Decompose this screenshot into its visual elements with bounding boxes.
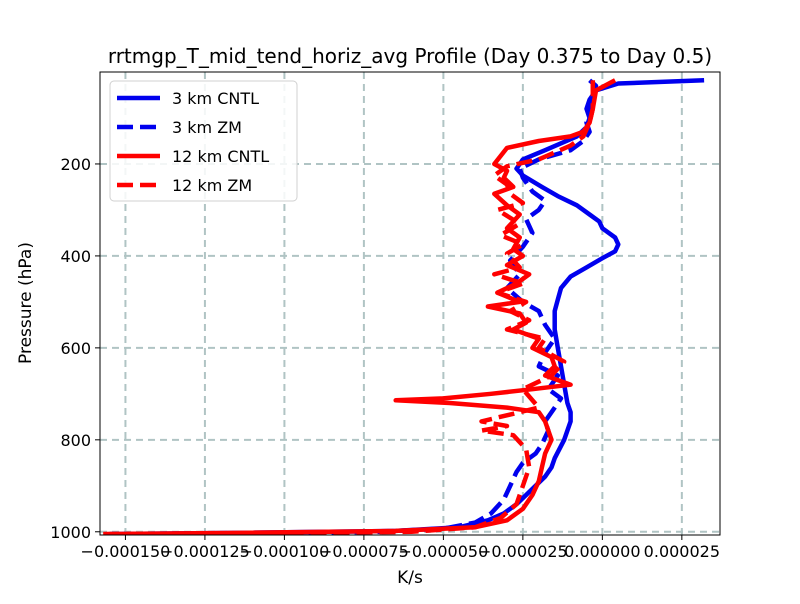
chart-title: rrtmgp_T_mid_tend_horiz_avg Profile (Day… bbox=[108, 44, 712, 68]
legend: 3 km CNTL 3 km ZM 12 km CNTL 12 km ZM bbox=[109, 80, 298, 202]
plot-frame bbox=[99, 71, 721, 536]
legend-label: 12 km CNTL bbox=[172, 147, 269, 166]
x-tick-label: −0.000075 bbox=[319, 542, 409, 561]
y-tick-label: 600 bbox=[60, 339, 91, 358]
series-line-3 bbox=[103, 80, 596, 535]
y-tick-label: 400 bbox=[60, 247, 91, 266]
x-tick-label: 0.000000 bbox=[564, 542, 640, 561]
x-tick-label: −0.000025 bbox=[478, 542, 568, 561]
series-lines bbox=[103, 78, 705, 535]
y-axis-label: Pressure (hPa) bbox=[16, 242, 36, 364]
x-tick-label: −0.000150 bbox=[81, 542, 171, 561]
series-line-1 bbox=[109, 78, 599, 535]
series-line-0 bbox=[109, 78, 705, 535]
legend-box bbox=[109, 80, 298, 202]
y-tick-label: 200 bbox=[60, 155, 91, 174]
y-tick-label: 800 bbox=[60, 431, 91, 450]
x-tick-label: −0.000125 bbox=[160, 542, 250, 561]
x-tick-label: 0.000025 bbox=[644, 542, 720, 561]
legend-label: 3 km CNTL bbox=[172, 89, 259, 108]
x-axis-label: K/s bbox=[397, 568, 423, 588]
x-tick-label: −0.000100 bbox=[240, 542, 330, 561]
axis-ticks: −0.000150−0.000125−0.000100−0.000075−0.0… bbox=[50, 155, 720, 561]
x-tick-label: −0.000050 bbox=[399, 542, 489, 561]
y-tick-label: 1000 bbox=[50, 523, 91, 542]
legend-label: 3 km ZM bbox=[172, 118, 242, 137]
legend-label: 12 km ZM bbox=[172, 176, 252, 195]
